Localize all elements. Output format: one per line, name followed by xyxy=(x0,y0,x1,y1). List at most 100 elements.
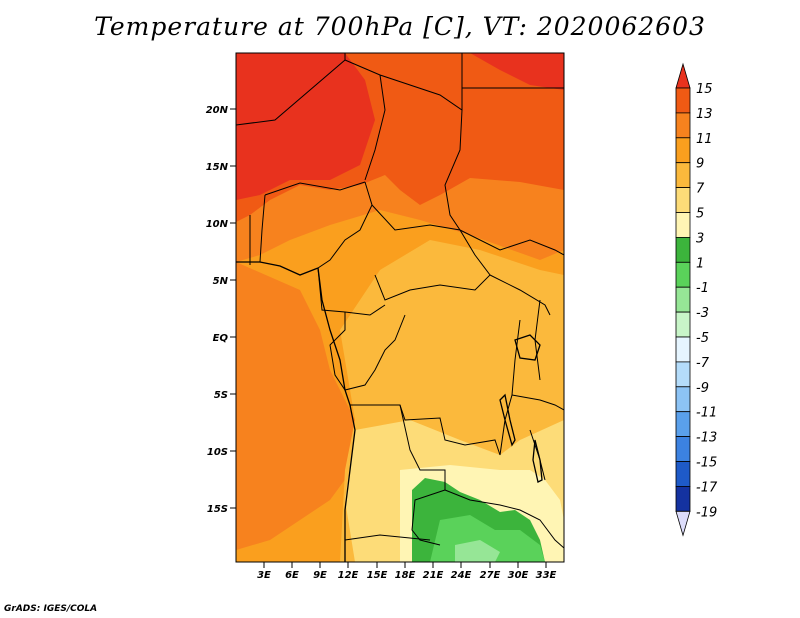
lon-axis: 3E 6E 9E 12E 15E 18E 21E 24E 27E 30E 33E xyxy=(257,562,557,581)
colorbar-label: 1 xyxy=(696,256,704,271)
lon-tick-0: 3E xyxy=(257,562,271,581)
lon-label-30e: 30E xyxy=(508,570,529,581)
colorbar-label: -15 xyxy=(696,456,717,471)
colorbar-label: 15 xyxy=(696,82,713,97)
colorbar-segment xyxy=(675,461,691,487)
lon-tick-8: 27E xyxy=(480,562,501,581)
border-congo xyxy=(329,312,406,391)
lat-tick-7: 15S xyxy=(207,504,236,515)
map-title: Temperature at 700hPa [C], VT: 202006260… xyxy=(94,12,706,41)
border-niger-chad xyxy=(364,74,386,181)
lon-label-21e: 21E xyxy=(423,570,444,581)
lat-tick-3: 5N xyxy=(213,276,236,287)
coast-central-west xyxy=(317,267,356,562)
border-angola-namibia xyxy=(344,534,431,541)
border-nigeria-cameroon xyxy=(317,181,373,269)
colorbar-label: -5 xyxy=(696,331,709,346)
colorbar-segment xyxy=(675,336,691,363)
lat-axis: 20N 15N 10N 5N EQ 5S 10S 15S xyxy=(206,105,236,515)
lon-tick-3: 12E xyxy=(338,562,359,581)
colorbar: 15 13 11 9 7 5 3 1 -1 -3 -5 -7 -9 -11 -13 -15 -17 -19 xyxy=(675,62,718,537)
country-borders xyxy=(236,53,564,549)
border-zambia-zimbabwe xyxy=(444,489,564,549)
lat-label-20n: 20N xyxy=(206,105,229,116)
lon-label-24e: 24E xyxy=(451,570,472,581)
lat-tick-6: 10S xyxy=(207,447,236,458)
colorbar-segment xyxy=(675,411,691,438)
lon-tick-4: 15E xyxy=(367,562,388,581)
lat-tick-0: 20N xyxy=(206,105,236,116)
lat-tick-1: 15N xyxy=(206,162,236,173)
lat-label-15n: 15N xyxy=(206,162,229,173)
field-band-neg3 xyxy=(455,540,500,562)
plot-frame xyxy=(235,52,565,563)
lon-tick-7: 24E xyxy=(451,562,472,581)
lon-label-15e: 15E xyxy=(367,570,388,581)
lon-label-33e: 33E xyxy=(536,570,557,581)
lon-label-3e: 3E xyxy=(257,570,271,581)
colorbar-segment xyxy=(675,386,691,413)
grads-credit: GrADS: IGES/COLA xyxy=(4,604,98,614)
colorbar-segment xyxy=(675,436,691,462)
colorbar-segment xyxy=(675,112,691,139)
field-band-15-ne xyxy=(470,53,564,90)
lat-label-10s: 10S xyxy=(207,447,228,458)
border-drc-north xyxy=(489,274,551,316)
lon-label-9e: 9E xyxy=(313,570,327,581)
colorbar-label: -1 xyxy=(696,281,709,296)
lon-tick-2: 9E xyxy=(313,562,327,581)
lon-tick-1: 6E xyxy=(285,562,299,581)
coast-gulf-of-guinea xyxy=(236,261,319,276)
colorbar-segment xyxy=(675,261,691,288)
lat-tick-5: 5S xyxy=(214,390,236,401)
lake-malawi xyxy=(532,439,543,483)
lat-label-5n: 5N xyxy=(213,276,229,287)
colorbar-label: -3 xyxy=(696,306,709,321)
border-chad-east xyxy=(444,109,463,231)
colorbar-label: -9 xyxy=(696,381,709,396)
colorbar-label: 9 xyxy=(696,157,704,172)
lon-tick-6: 21E xyxy=(423,562,444,581)
colorbar-label: 5 xyxy=(696,207,704,222)
lon-tick-10: 33E xyxy=(536,562,557,581)
field-band-15 xyxy=(236,53,375,200)
lat-label-eq: EQ xyxy=(213,333,229,344)
lon-label-27e: 27E xyxy=(480,570,501,581)
field-band-11-west xyxy=(236,262,355,550)
lon-tick-9: 30E xyxy=(508,562,529,581)
lon-label-12e: 12E xyxy=(338,570,359,581)
lat-label-5s: 5S xyxy=(214,390,228,401)
lat-tick-2: 10N xyxy=(206,219,236,230)
colorbar-label: 3 xyxy=(696,231,704,246)
colorbar-label: -7 xyxy=(696,356,710,371)
colorbar-label: -11 xyxy=(696,406,717,421)
temperature-field xyxy=(236,53,564,562)
lat-tick-4: EQ xyxy=(213,333,236,344)
border-south-sudan xyxy=(459,229,564,256)
lon-tick-5: 18E xyxy=(395,562,416,581)
lake-victoria xyxy=(514,334,541,361)
colorbar-segment xyxy=(675,311,691,338)
lon-label-6e: 6E xyxy=(285,570,299,581)
colorbar-segment xyxy=(675,187,691,213)
lat-label-10n: 10N xyxy=(206,219,229,230)
colorbar-segment xyxy=(675,361,691,388)
colorbar-label: -19 xyxy=(696,505,717,520)
colorbar-label: 13 xyxy=(696,107,713,122)
lon-label-18e: 18E xyxy=(395,570,416,581)
border-benin xyxy=(259,194,266,263)
colorbar-segment xyxy=(675,236,691,263)
border-algeria-mali xyxy=(236,53,346,126)
colorbar-segment xyxy=(675,87,691,114)
colorbar-segment xyxy=(675,212,691,238)
coastline xyxy=(236,261,543,562)
colorbar-triangle-low xyxy=(675,510,691,537)
colorbar-segment xyxy=(675,162,691,188)
colorbar-segment xyxy=(675,286,691,313)
colorbar-label: 7 xyxy=(696,182,705,197)
colorbar-label: -13 xyxy=(696,431,717,446)
border-tanzania xyxy=(511,394,564,411)
colorbar-label: 11 xyxy=(696,132,713,147)
colorbar-segment xyxy=(675,137,691,164)
